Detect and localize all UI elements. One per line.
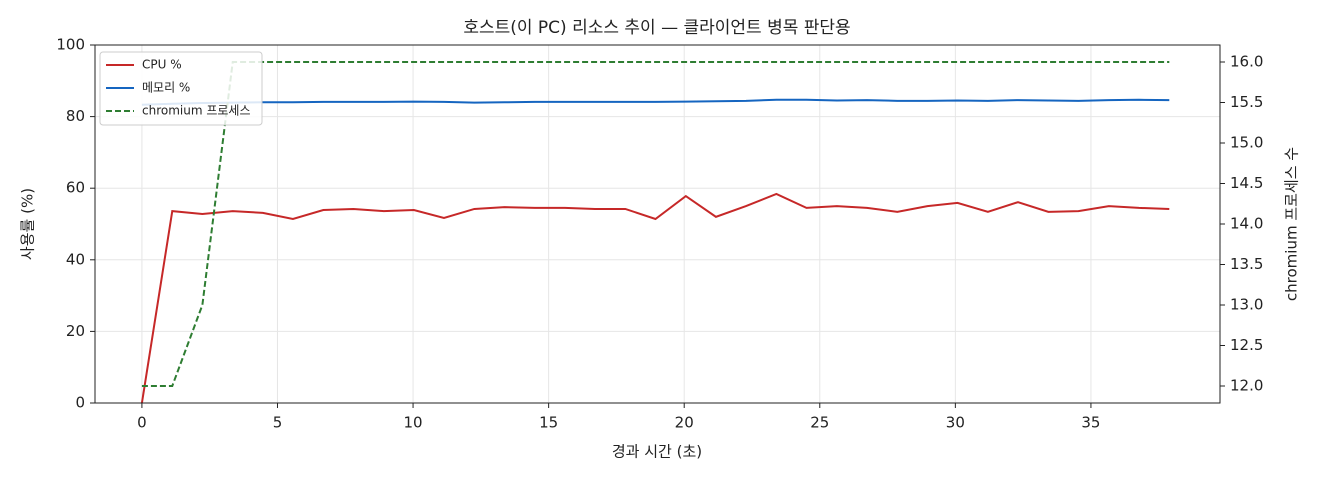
y2-tick-label: 13.5: [1230, 255, 1263, 273]
x-tick-label: 25: [810, 414, 829, 432]
x-tick-label: 35: [1081, 414, 1100, 432]
y2-tick-label: 15.5: [1230, 93, 1263, 111]
y2-tick-label: 12.5: [1230, 336, 1263, 354]
series-line: [140, 192, 1170, 404]
series-line: [141, 98, 1170, 106]
y2-tick-label: 14.0: [1230, 215, 1263, 233]
chart-title: 호스트(이 PC) 리소스 추이 — 클라이언트 병목 판단용: [463, 18, 850, 38]
x-tick-label: 15: [539, 414, 558, 432]
legend: CPU % 메모리 % chromium 프로세스: [99, 51, 263, 126]
y2-tick-label: 15.0: [1230, 134, 1263, 152]
y2-axis-label: chromium 프로세스 수: [1283, 147, 1301, 301]
x-tick-label: 30: [946, 414, 965, 432]
y-tick-label: 100: [56, 36, 85, 54]
x-tick-label: 20: [675, 414, 694, 432]
y2-tick-label: 12.0: [1230, 376, 1263, 394]
x-tick-label: 5: [273, 414, 283, 432]
y2-tick-label: 13.0: [1230, 295, 1263, 313]
series-line: [141, 61, 1170, 387]
x-axis-label: 경과 시간 (초): [612, 443, 702, 461]
plot-frame: [94, 44, 1221, 404]
y-tick-label: 60: [66, 179, 85, 197]
y-tick-label: 40: [66, 250, 85, 268]
legend-box: [99, 51, 263, 126]
y-axis-label: 사용률 (%): [19, 188, 37, 260]
y-tick-label: 20: [66, 322, 85, 340]
y-tick-label: 80: [66, 107, 85, 125]
legend-label: chromium 프로세스: [142, 104, 251, 118]
x-tick-label: 10: [404, 414, 423, 432]
y-tick-label: 0: [75, 394, 85, 412]
legend-label: CPU %: [142, 58, 182, 72]
x-tick-label: 0: [137, 414, 147, 432]
y2-tick-label: 16.0: [1230, 53, 1263, 71]
y2-tick-label: 14.5: [1230, 174, 1263, 192]
legend-label: 메모리 %: [142, 81, 190, 95]
